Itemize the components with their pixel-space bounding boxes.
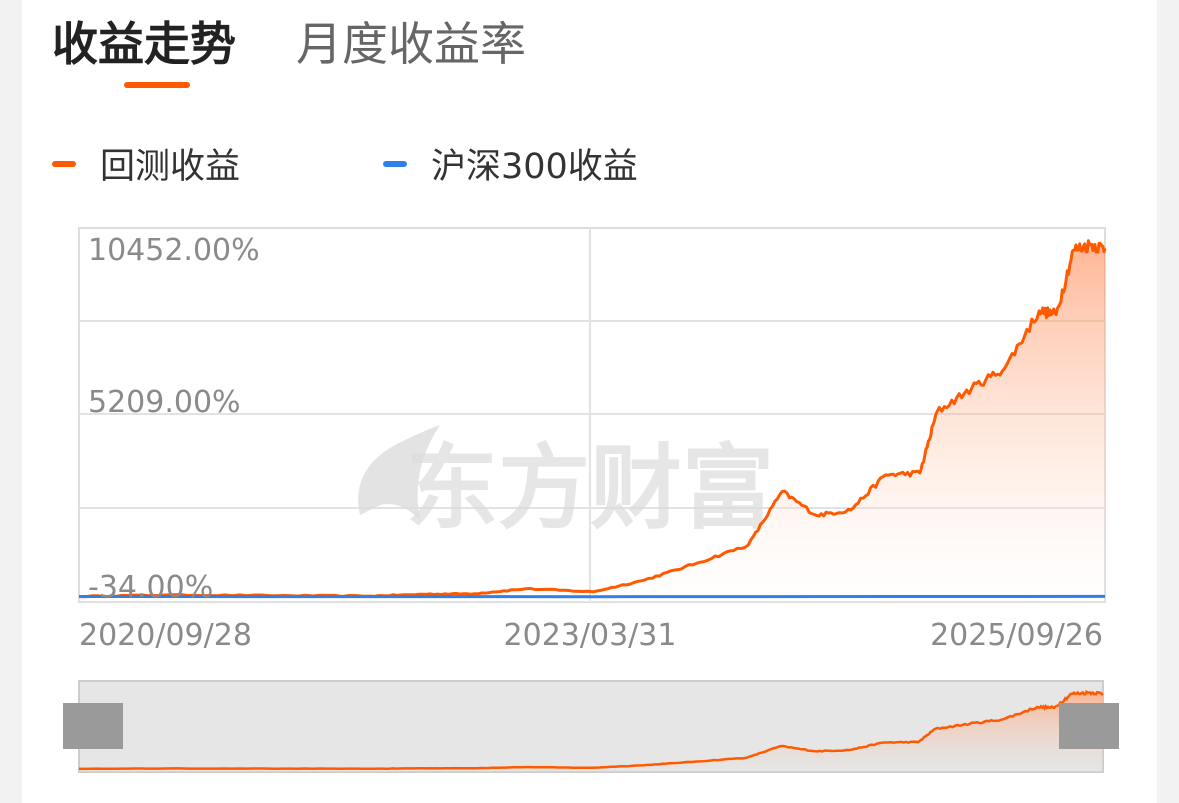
legend-label-csi300: 沪深300收益: [431, 147, 638, 187]
chart-legend: 回测收益 沪深300收益: [52, 138, 752, 188]
legend-item-csi300[interactable]: 沪深300收益: [383, 138, 638, 189]
navigator-area: [79, 691, 1103, 772]
y-tick-label: 5209.00%: [88, 385, 241, 420]
return-chart[interactable]: 东方财富 10452.00% 5209.00% -34.00% 2020/09/28 20…: [0, 0, 1179, 660]
legend-swatch-backtest: [52, 160, 76, 167]
x-tick-label: 2025/09/26: [930, 618, 1103, 653]
x-tick-label: 2023/03/31: [504, 618, 677, 653]
y-tick-label: -34.00%: [88, 570, 213, 605]
legend-swatch-csi300: [383, 160, 407, 167]
range-handle-right[interactable]: [1059, 703, 1119, 749]
watermark-logo: [358, 425, 440, 520]
legend-item-backtest[interactable]: 回测收益: [52, 138, 240, 189]
y-tick-label: 10452.00%: [88, 233, 260, 268]
backtest-area: [79, 240, 1105, 602]
left-edge-strip: [0, 0, 22, 803]
backtest-line: [78, 239, 1107, 599]
tab-monthly-return[interactable]: 月度收益率: [296, 17, 526, 71]
range-handle-left[interactable]: [63, 703, 123, 749]
legend-label-backtest: 回测收益: [100, 147, 241, 187]
navigator-background: [78, 680, 1104, 773]
tab-return-trend[interactable]: 收益走势: [52, 17, 236, 71]
active-tab-indicator: [124, 82, 190, 88]
x-tick-label: 2020/09/28: [79, 618, 252, 653]
right-edge-strip: [1157, 0, 1179, 803]
navigator-line: [78, 689, 1104, 771]
watermark-text: 东方财富: [406, 435, 774, 542]
